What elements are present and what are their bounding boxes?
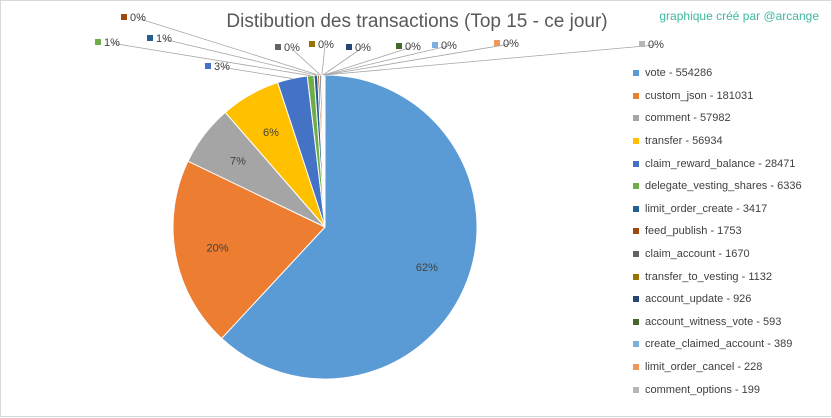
data-label-key-claim_reward_balance [205,63,211,69]
legend-label: comment_options - 199 [645,384,760,396]
legend-label: transfer - 56934 [645,135,723,147]
data-label-key-comment_options [639,41,645,47]
legend-swatch [633,387,639,393]
data-label-delegate_vesting_shares: 1% [104,37,120,49]
data-label-create_claimed_account: 0% [441,40,457,52]
legend-item-account_update: account_update - 926 [633,288,802,311]
legend-item-limit_order_create: limit_order_create - 3417 [633,198,802,221]
data-label-key-transfer_to_vesting [309,41,315,47]
legend-item-account_witness_vote: account_witness_vote - 593 [633,311,802,334]
legend-swatch [633,206,639,212]
legend-swatch [633,161,639,167]
legend-label: claim_reward_balance - 28471 [645,158,795,170]
legend-label: vote - 554286 [645,67,712,79]
legend-label: claim_account - 1670 [645,248,750,260]
chart-credit: graphique créé par @arcange [659,9,819,23]
data-label-limit_order_cancel: 0% [503,38,519,50]
legend-swatch [633,115,639,121]
data-label-account_witness_vote: 0% [405,41,421,53]
legend-swatch [633,138,639,144]
legend-label: transfer_to_vesting - 1132 [645,271,772,283]
legend-swatch [633,70,639,76]
data-label-comment_options: 0% [648,39,664,51]
legend-item-comment_options: comment_options - 199 [633,378,802,401]
data-label-comment: 7% [230,156,246,168]
data-label-transfer_to_vesting: 0% [318,39,334,51]
legend-label: feed_publish - 1753 [645,225,742,237]
data-label-account_update: 0% [355,42,371,54]
legend-item-create_claimed_account: create_claimed_account - 389 [633,333,802,356]
legend-label: account_update - 926 [645,293,751,305]
legend-label: delegate_vesting_shares - 6336 [645,180,802,192]
legend-label: limit_order_cancel - 228 [645,361,762,373]
leader-line-create_claimed_account [324,46,448,75]
legend-item-delegate_vesting_shares: delegate_vesting_shares - 6336 [633,175,802,198]
data-label-key-limit_order_create [147,35,153,41]
data-label-vote: 62% [416,262,438,274]
data-label-transfer: 6% [263,127,279,139]
legend-item-feed_publish: feed_publish - 1753 [633,220,802,243]
legend-item-custom_json: custom_json - 181031 [633,85,802,108]
legend-item-transfer: transfer - 56934 [633,130,802,153]
legend-item-comment: comment - 57982 [633,107,802,130]
legend-label: create_claimed_account - 389 [645,338,792,350]
legend-swatch [633,274,639,280]
data-label-key-claim_account [275,44,281,50]
legend-swatch [633,319,639,325]
data-label-key-create_claimed_account [432,42,438,48]
legend-item-claim_account: claim_account - 1670 [633,243,802,266]
data-label-claim_account: 0% [284,42,300,54]
data-label-key-account_update [346,44,352,50]
data-label-claim_reward_balance: 3% [214,61,230,73]
legend-swatch [633,296,639,302]
legend-swatch [633,251,639,257]
data-label-custom_json: 20% [206,242,228,254]
data-label-key-account_witness_vote [396,43,402,49]
legend-item-limit_order_cancel: limit_order_cancel - 228 [633,356,802,379]
legend-swatch [633,228,639,234]
data-label-limit_order_create: 1% [156,33,172,45]
leader-line-claim_reward_balance [221,67,292,79]
legend-swatch [633,364,639,370]
legend-swatch [633,183,639,189]
legend-item-transfer_to_vesting: transfer_to_vesting - 1132 [633,265,802,288]
legend-swatch [633,93,639,99]
legend-item-claim_reward_balance: claim_reward_balance - 28471 [633,152,802,175]
data-label-key-delegate_vesting_shares [95,39,101,45]
legend-label: custom_json - 181031 [645,90,753,102]
legend-label: account_witness_vote - 593 [645,316,781,328]
legend-swatch [633,341,639,347]
chart-legend: vote - 554286 custom_json - 181031 comment… [633,62,802,401]
leader-line-comment_options [325,45,655,75]
legend-label: comment - 57982 [645,112,731,124]
legend-label: limit_order_create - 3417 [645,203,767,215]
legend-item-vote: vote - 554286 [633,62,802,85]
data-label-key-limit_order_cancel [494,40,500,46]
